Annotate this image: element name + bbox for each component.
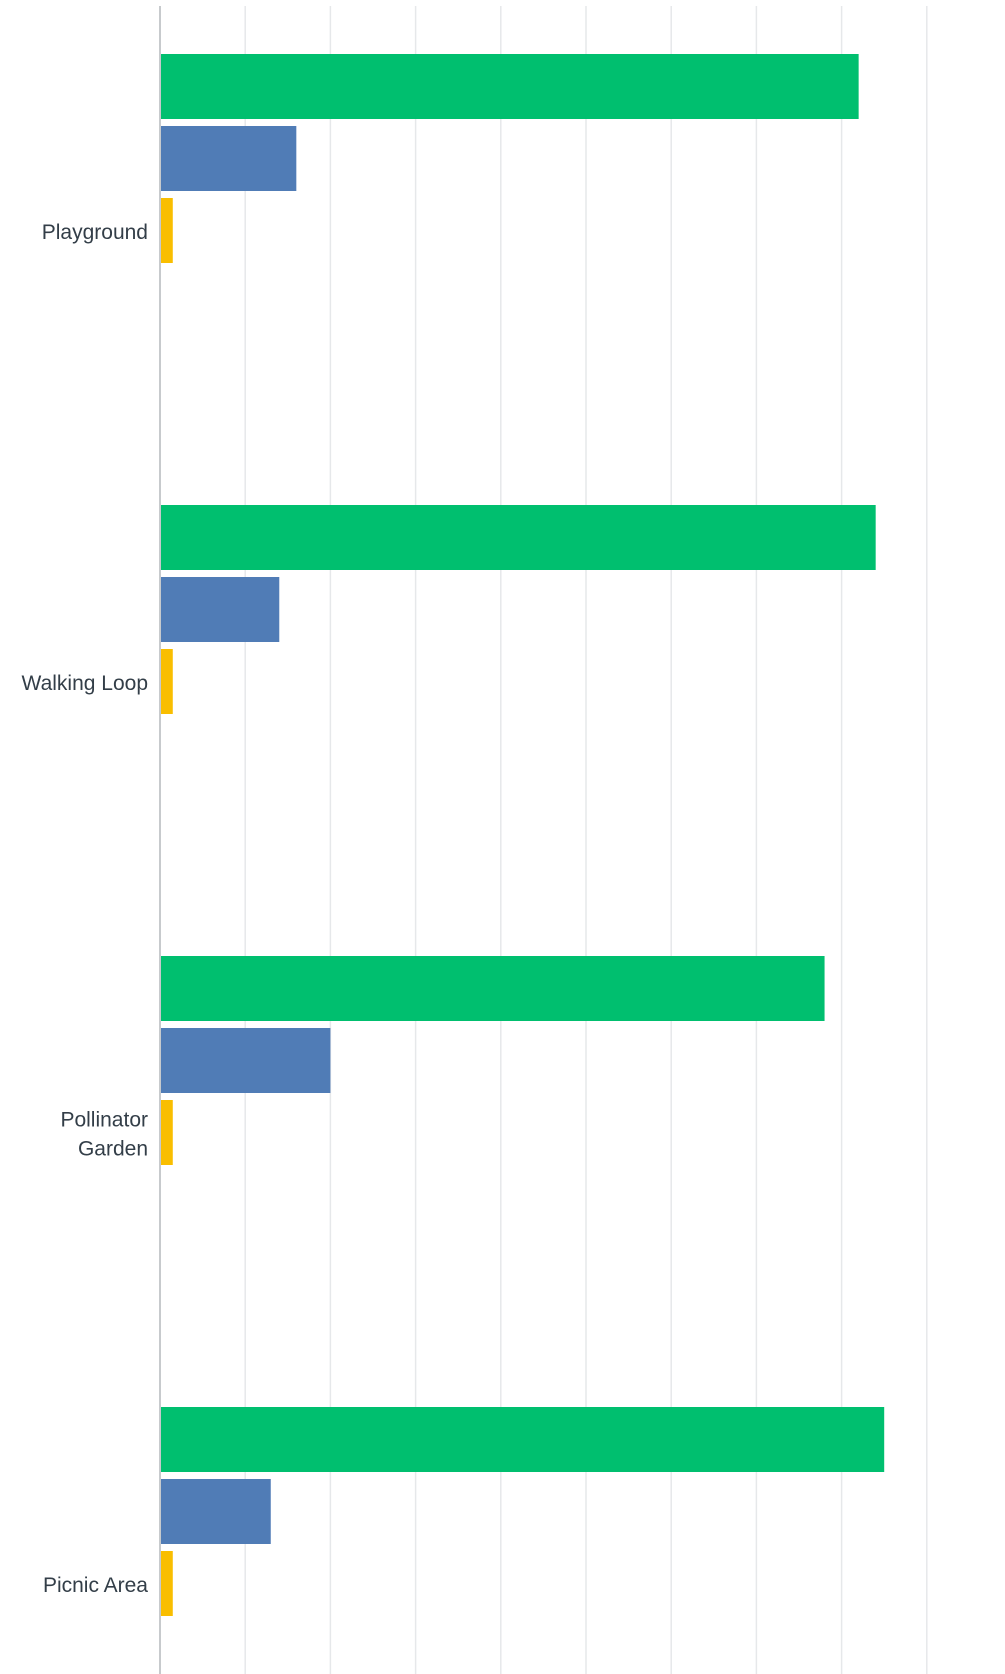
category-label-walking-loop: Walking Loop <box>22 672 148 695</box>
category-label-picnic-area: Picnic Area <box>43 1574 148 1597</box>
bar-series-1-playground <box>160 54 859 119</box>
bar-series-2-playground <box>160 126 297 191</box>
bar-series-1-walking-loop <box>160 505 876 570</box>
bar-series-3-playground <box>160 198 173 263</box>
bar-series-3-picnic-area <box>160 1551 173 1616</box>
bar-series-2-picnic-area <box>160 1479 271 1544</box>
bar-series-3-walking-loop <box>160 649 173 714</box>
category-labels: Playground Walking Loop Pollinator Garden Pi… <box>22 221 149 1597</box>
bar-series-2-pollinator-garden <box>160 1028 331 1093</box>
bar-series-2-walking-loop <box>160 577 280 642</box>
category-label-playground: Playground <box>42 221 148 244</box>
gridlines <box>244 6 928 1674</box>
bar-series-1-pollinator-garden <box>160 956 825 1021</box>
bar-series-3-pollinator-garden <box>160 1100 173 1165</box>
bar-series-1-picnic-area <box>160 1407 885 1472</box>
category-label-pollinator-garden: Pollinator Garden <box>60 1109 148 1161</box>
bars <box>160 54 885 1616</box>
